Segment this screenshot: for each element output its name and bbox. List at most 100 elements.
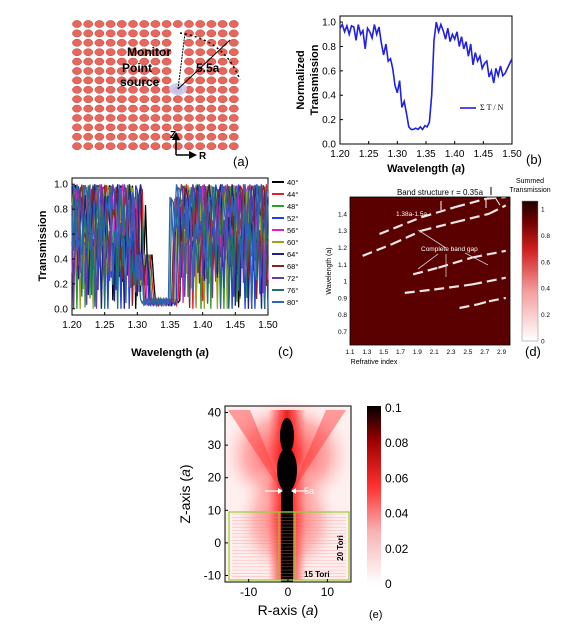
torus bbox=[128, 76, 138, 85]
torus bbox=[72, 85, 82, 94]
c-xtick-label: 1.40 bbox=[193, 320, 213, 331]
d-band-segment bbox=[488, 204, 507, 215]
torus bbox=[139, 142, 150, 151]
torus bbox=[228, 29, 239, 38]
torus bbox=[150, 132, 161, 141]
b-series-line bbox=[339, 21, 513, 131]
d-band-segment bbox=[488, 296, 507, 303]
torus bbox=[116, 104, 127, 113]
torus bbox=[184, 76, 194, 85]
torus bbox=[83, 114, 94, 122]
torus bbox=[116, 114, 127, 122]
monitor-arc-line bbox=[177, 32, 186, 90]
d-xtick-label: 2.5 bbox=[463, 349, 472, 356]
torus bbox=[161, 132, 172, 141]
torus bbox=[83, 57, 94, 66]
torus bbox=[217, 132, 228, 141]
e-xtick-label: 0 bbox=[285, 585, 292, 599]
e-cbar-tick-label: 0.06 bbox=[385, 471, 409, 485]
torus bbox=[150, 95, 161, 104]
torus bbox=[128, 57, 138, 66]
torus bbox=[195, 85, 206, 94]
c-xtick-label: 1.20 bbox=[62, 320, 82, 331]
torus bbox=[206, 142, 217, 151]
torus bbox=[150, 142, 161, 151]
torus bbox=[217, 20, 228, 28]
torus bbox=[184, 123, 194, 132]
c-legend-label: 80° bbox=[287, 298, 298, 307]
c-xtick-label: 1.50 bbox=[258, 320, 278, 331]
d-ytick-label: 1.3 bbox=[338, 228, 347, 235]
b-xtick-label: 1.30 bbox=[388, 149, 408, 160]
c-legend-label: 64° bbox=[287, 250, 298, 259]
d-cbar-tick-label: 0.8 bbox=[541, 233, 550, 240]
torus bbox=[206, 95, 217, 104]
torus bbox=[105, 85, 116, 94]
torus bbox=[83, 95, 94, 104]
torus bbox=[172, 20, 183, 28]
torus bbox=[83, 76, 94, 85]
torus bbox=[105, 123, 116, 132]
torus bbox=[94, 76, 105, 85]
e-cbar-tick-label: 0 bbox=[385, 577, 392, 591]
torus bbox=[72, 76, 82, 85]
c-legend-label: 72° bbox=[287, 274, 298, 283]
torus bbox=[172, 114, 183, 122]
torus bbox=[105, 132, 116, 141]
torus bbox=[94, 57, 105, 66]
d-xtick-label: 2.1 bbox=[430, 349, 439, 356]
d-xlabel: Refrative index bbox=[351, 359, 398, 366]
e-lattice-stripes bbox=[232, 513, 346, 578]
torus bbox=[217, 57, 228, 66]
torus bbox=[195, 142, 206, 151]
torus bbox=[161, 104, 172, 113]
d-cbar-title-2: Transmission bbox=[509, 187, 550, 194]
torus bbox=[195, 132, 206, 141]
torus bbox=[139, 104, 150, 113]
d-band-segment bbox=[434, 283, 473, 291]
torus bbox=[139, 20, 150, 28]
torus bbox=[139, 95, 150, 104]
torus bbox=[184, 38, 194, 47]
d-colorbar bbox=[521, 200, 539, 342]
torus bbox=[184, 67, 194, 75]
d-colorbar-ticks: 1 0.8 0.6 0.4 0.2 0 bbox=[541, 207, 550, 346]
b-xtick-label: 1.25 bbox=[359, 149, 379, 160]
torus bbox=[195, 38, 206, 47]
c-xlabel: Wavelength (a) bbox=[131, 347, 209, 359]
e-cbar-tick-label: 0.02 bbox=[385, 542, 409, 556]
b-ytick-label: 0.4 bbox=[322, 91, 336, 102]
panel-c-letter: (c) bbox=[278, 344, 293, 359]
torus bbox=[72, 29, 82, 38]
d-annot-arrow-1 bbox=[417, 253, 439, 270]
c-ytick-label: 0.2 bbox=[54, 279, 68, 290]
torus bbox=[105, 95, 116, 104]
torus bbox=[105, 20, 116, 28]
torus bbox=[139, 29, 150, 38]
torus bbox=[150, 29, 161, 38]
torus bbox=[116, 142, 127, 151]
torus bbox=[105, 104, 116, 113]
c-ytick-label: 0.0 bbox=[54, 304, 68, 315]
d-ytick-label: 0.7 bbox=[338, 329, 347, 336]
torus bbox=[139, 57, 150, 66]
b-ytick-label: 0.2 bbox=[322, 115, 336, 126]
torus bbox=[217, 38, 228, 47]
monitor-arc bbox=[179, 32, 241, 81]
torus bbox=[94, 48, 105, 57]
torus bbox=[83, 132, 94, 141]
z-label: Z bbox=[170, 130, 176, 141]
e-beam-top bbox=[280, 418, 294, 454]
c-xtick-label: 1.25 bbox=[95, 320, 115, 331]
d-xtick-label: 1.5 bbox=[379, 349, 388, 356]
d-xtick-label: 2.7 bbox=[480, 349, 489, 356]
d-band-segment bbox=[459, 303, 477, 310]
torus bbox=[105, 76, 116, 85]
d-ylabel: Wavelength (a) bbox=[326, 247, 333, 294]
torus bbox=[217, 104, 228, 113]
d-bands bbox=[362, 195, 507, 310]
panel-e: 5a 20 Tori 15 Tori -10 0 10 -10 0 10 20 30 40 0.… bbox=[177, 395, 409, 621]
torus bbox=[161, 57, 172, 66]
c-legend-label: 40° bbox=[287, 178, 298, 187]
source-label-1: Point bbox=[122, 61, 152, 75]
